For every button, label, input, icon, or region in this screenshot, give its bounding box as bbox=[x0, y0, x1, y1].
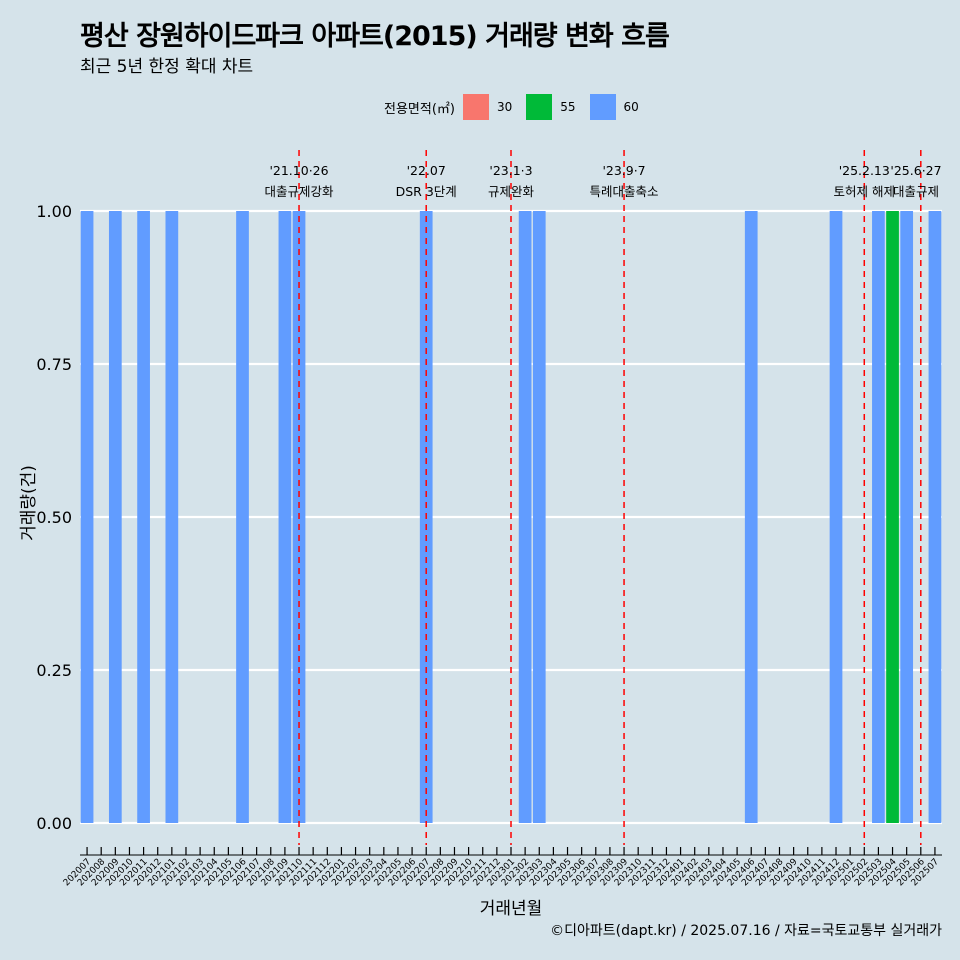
legend-swatch-55 bbox=[526, 94, 553, 120]
bar bbox=[165, 211, 179, 823]
bars bbox=[80, 211, 942, 823]
event-date-label: '25.2.13 bbox=[839, 163, 890, 178]
event-date-label: '23.1·3 bbox=[489, 163, 532, 178]
y-tick-label: 0.50 bbox=[36, 508, 72, 527]
bar bbox=[278, 211, 292, 823]
legend-swatch-60 bbox=[589, 94, 616, 120]
bar bbox=[236, 211, 249, 823]
event-name-label: DSR 3단계 bbox=[396, 184, 457, 199]
y-axis-title: 거래량(건) bbox=[19, 465, 39, 541]
x-axis-title: 거래년월 bbox=[480, 899, 543, 919]
event-annotations: '21.10·26 대출규제강화 '22.07 DSR 3단계 '23.1·3 규제완화 '… bbox=[265, 163, 942, 199]
event-name-label: 대출규제강화 bbox=[265, 184, 335, 199]
chart-title: 평산 장원하이드파크 아파트(2015) 거래량 변화 흐름 bbox=[80, 21, 670, 52]
bar bbox=[872, 211, 885, 823]
bar bbox=[108, 211, 122, 823]
source-caption: ©디아파트(dapt.kr) / 2025.07.16 / 자료=국토교통부 실… bbox=[550, 923, 942, 939]
bar bbox=[900, 211, 914, 823]
event-date-label: '23.9·7 bbox=[602, 163, 645, 178]
event-name-label: 대출규제 bbox=[893, 184, 939, 199]
legend-label-60: 60 bbox=[623, 100, 639, 114]
legend-title: 전용면적(㎡) bbox=[384, 101, 455, 117]
legend-label-30: 30 bbox=[496, 100, 513, 114]
y-tick-label: 1.00 bbox=[36, 202, 72, 221]
chart-subtitle: 최근 5년 한정 확대 차트 bbox=[80, 57, 254, 77]
bar bbox=[928, 211, 942, 823]
event-date-label: '22.07 bbox=[407, 163, 446, 178]
event-name-label: 토허제 해제 bbox=[834, 184, 895, 199]
bar bbox=[137, 211, 150, 823]
legend: 전용면적(㎡) 30 55 60 bbox=[384, 92, 653, 122]
bar bbox=[886, 211, 899, 823]
y-tick-label: 0.00 bbox=[36, 814, 72, 833]
event-date-label: '21.10·26 bbox=[269, 163, 328, 178]
event-date-label: '25.6·27 bbox=[890, 163, 941, 178]
legend-swatch-30 bbox=[462, 94, 489, 120]
event-name-label: 규제완화 bbox=[488, 184, 535, 199]
legend-item-55: 55 bbox=[526, 94, 581, 120]
legend-label-55: 55 bbox=[560, 100, 576, 114]
y-tick-label: 0.75 bbox=[36, 355, 72, 374]
bar bbox=[80, 211, 94, 823]
bar bbox=[532, 211, 546, 823]
bar bbox=[744, 211, 758, 823]
legend-item-30: 30 bbox=[462, 94, 518, 120]
y-tick-label: 0.25 bbox=[36, 661, 72, 680]
legend-item-60: 60 bbox=[589, 94, 645, 120]
event-name-label: 특례대출축소 bbox=[590, 184, 659, 199]
bar bbox=[829, 211, 843, 823]
bar bbox=[518, 211, 532, 823]
event-lines bbox=[298, 150, 922, 845]
